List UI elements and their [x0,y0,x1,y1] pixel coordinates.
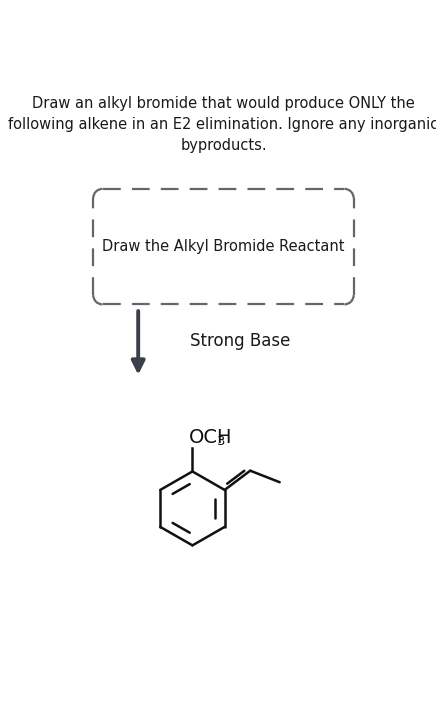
Text: Draw the Alkyl Bromide Reactant: Draw the Alkyl Bromide Reactant [102,239,345,254]
Text: Draw an alkyl bromide that would produce ONLY the
following alkene in an E2 elim: Draw an alkyl bromide that would produce… [8,96,436,154]
Text: Strong Base: Strong Base [190,331,290,350]
Text: OCH: OCH [189,428,233,447]
Text: 3: 3 [217,436,226,448]
